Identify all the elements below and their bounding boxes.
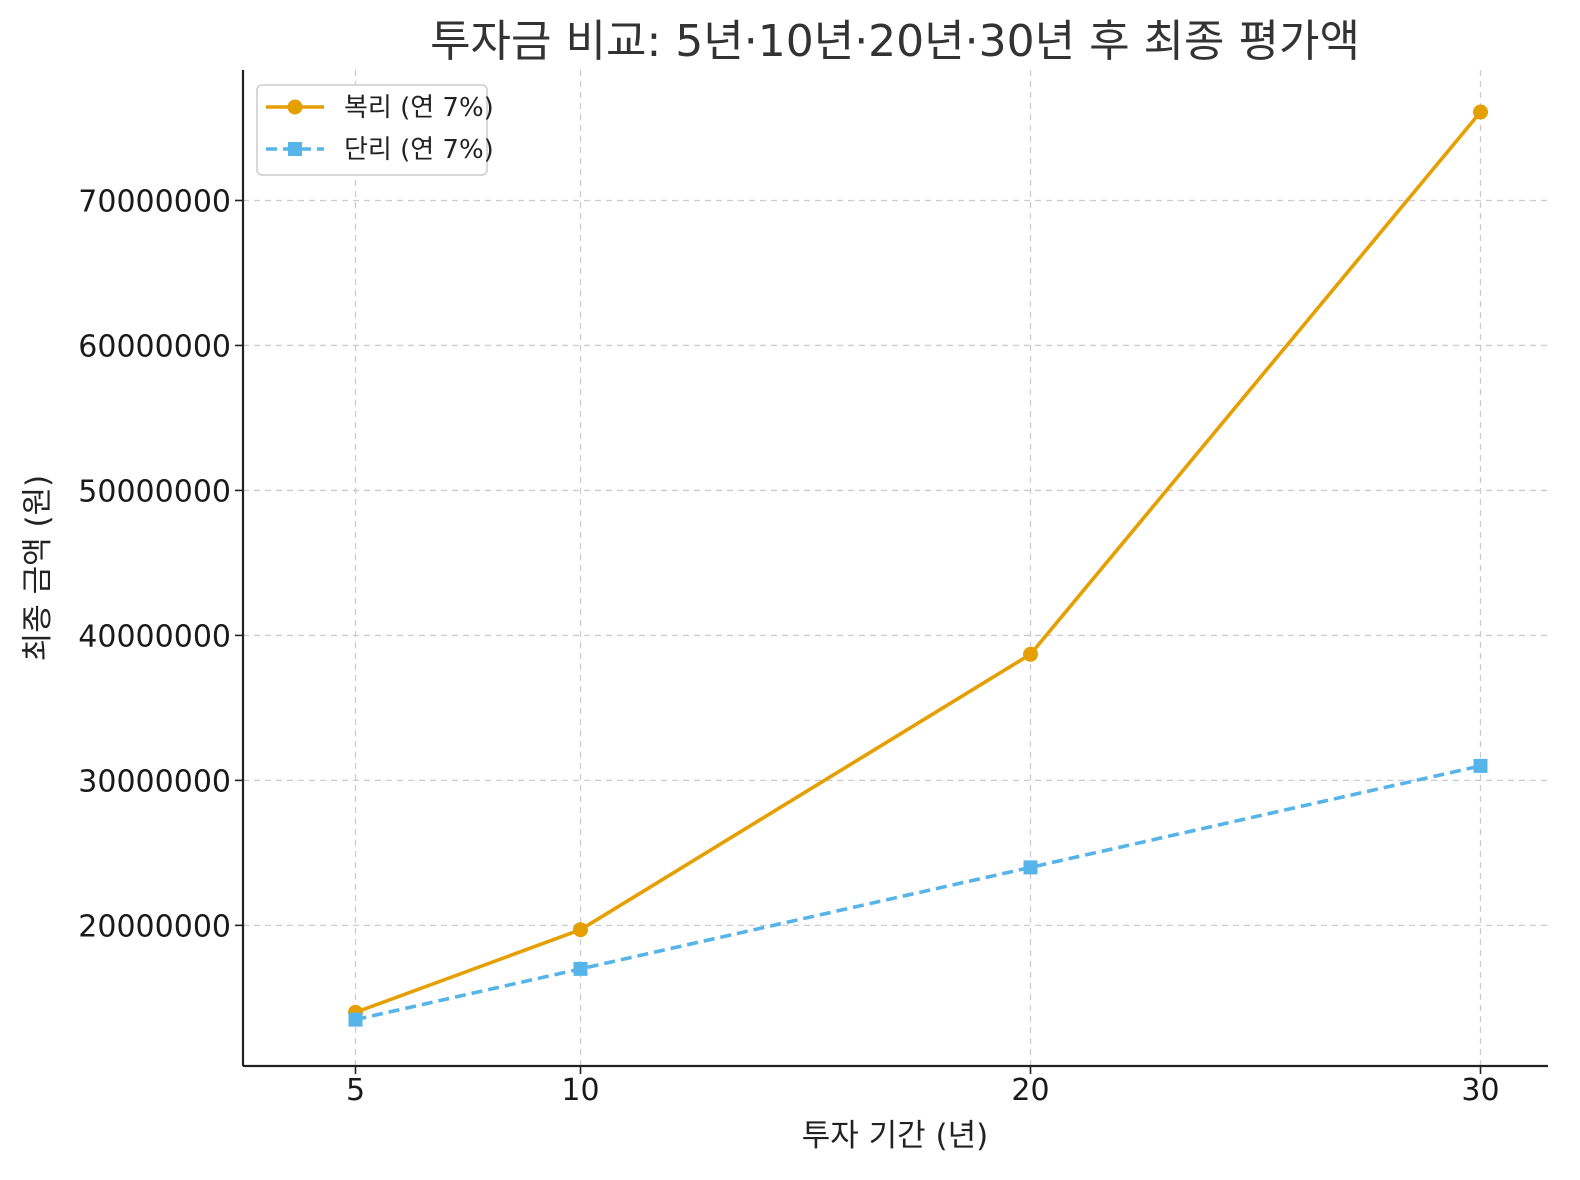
- x-tick-label: 30: [1461, 1073, 1499, 1108]
- legend-marker-compound: [287, 99, 303, 115]
- y-tick-label: 60000000: [78, 329, 231, 364]
- y-axis-label: 최종 금액 (원): [20, 475, 56, 662]
- data-point: [1473, 104, 1488, 120]
- series-layer: [348, 104, 1488, 1027]
- data-point: [573, 922, 588, 938]
- y-tick-label: 50000000: [78, 474, 231, 509]
- ticks: 5 10 20 30 20000000 30000000 40000000 50000000 6…: [78, 184, 1499, 1108]
- data-point: [1023, 646, 1038, 662]
- data-point: [348, 1012, 363, 1027]
- legend-label-simple: 단리 (연 7%): [344, 135, 494, 165]
- data-point: [1023, 860, 1038, 875]
- series-line-0: [354, 110, 1482, 1015]
- legend: 복리 (연 7%) 단리 (연 7%): [256, 84, 494, 176]
- data-point: [1473, 758, 1488, 773]
- y-tick-label: 30000000: [78, 764, 231, 799]
- y-tick-label: 40000000: [78, 619, 231, 654]
- x-tick-label: 10: [561, 1073, 599, 1108]
- legend-label-compound: 복리 (연 7%): [344, 93, 494, 123]
- y-tick-label: 70000000: [78, 184, 231, 219]
- legend-marker-simple: [288, 142, 302, 156]
- x-axis-label: 투자 기간 (년): [802, 1118, 989, 1154]
- data-point: [573, 961, 588, 976]
- chart-title: 투자금 비교: 5년·10년·20년·30년 후 최종 평가액: [430, 16, 1360, 67]
- x-tick-label: 20: [1011, 1073, 1049, 1108]
- series-line-1: [355, 764, 1481, 1022]
- y-tick-label: 20000000: [78, 909, 231, 944]
- grid: [243, 70, 1548, 1066]
- x-tick-label: 5: [346, 1073, 365, 1108]
